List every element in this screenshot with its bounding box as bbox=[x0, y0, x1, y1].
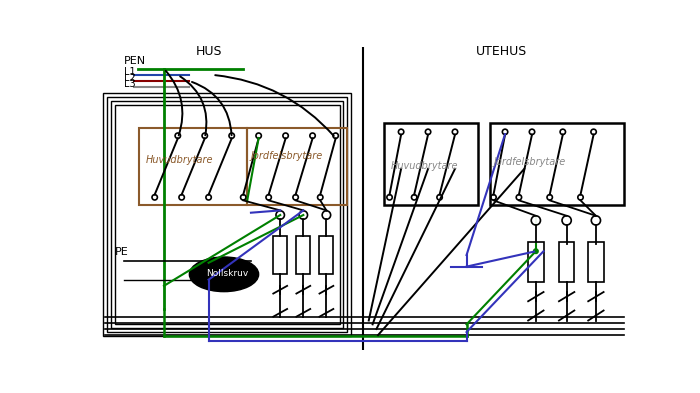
Bar bbox=[103, 94, 351, 336]
Bar bbox=[588, 242, 603, 282]
Bar bbox=[296, 236, 310, 274]
Text: Huvudbrytare: Huvudbrytare bbox=[146, 155, 213, 165]
Ellipse shape bbox=[189, 257, 258, 292]
Text: PE: PE bbox=[115, 247, 128, 257]
Text: PEN: PEN bbox=[124, 56, 146, 66]
Bar bbox=[490, 123, 624, 205]
Text: L3: L3 bbox=[124, 79, 136, 89]
Bar bbox=[115, 105, 340, 324]
Bar bbox=[247, 128, 347, 205]
Text: UTEHUS: UTEHUS bbox=[475, 45, 527, 58]
Text: Jordfelsbrytare: Jordfelsbrytare bbox=[494, 157, 566, 167]
Bar bbox=[559, 242, 574, 282]
Text: L2: L2 bbox=[124, 73, 136, 83]
Text: Huvudbrytare: Huvudbrytare bbox=[391, 161, 458, 171]
Text: L1: L1 bbox=[124, 67, 136, 77]
Circle shape bbox=[533, 249, 538, 253]
Bar bbox=[528, 242, 544, 282]
Bar bbox=[384, 123, 478, 205]
Bar bbox=[319, 236, 333, 274]
Bar bbox=[273, 236, 287, 274]
Text: HUS: HUS bbox=[195, 45, 222, 58]
Bar bbox=[111, 101, 344, 328]
Bar bbox=[107, 97, 347, 332]
Text: Jordfelsbrytare: Jordfelsbrytare bbox=[251, 151, 323, 161]
Text: Nollskruv: Nollskruv bbox=[206, 269, 248, 278]
Bar bbox=[139, 128, 247, 205]
